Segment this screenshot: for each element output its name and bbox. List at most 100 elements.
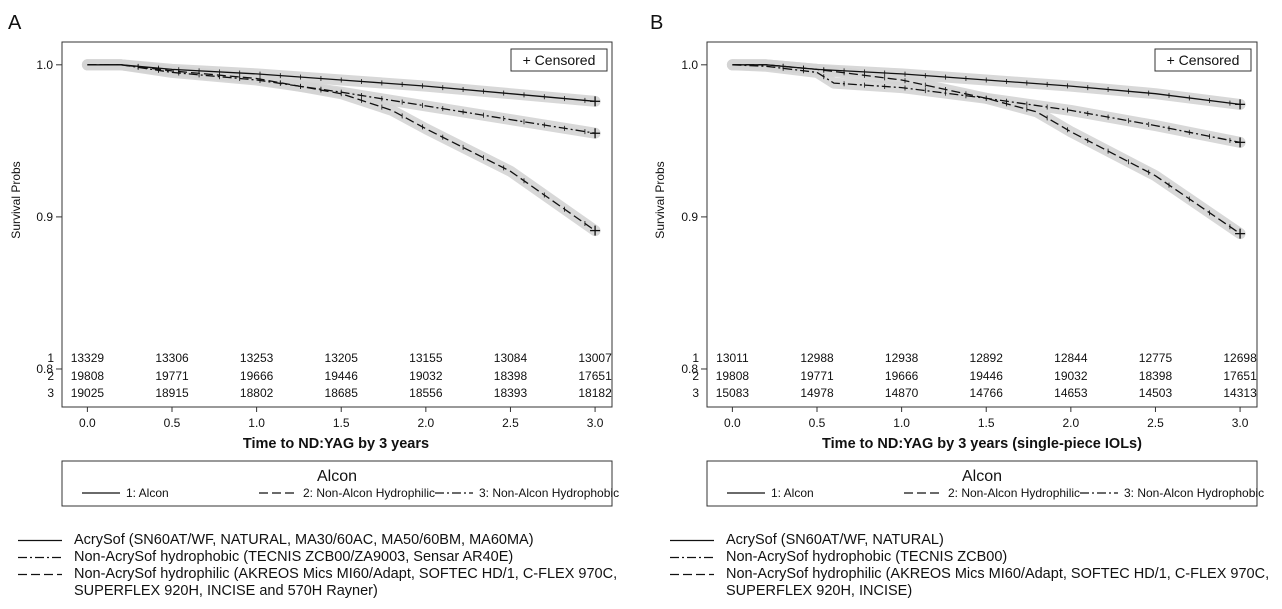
- risk-table-cell: 19032: [1054, 369, 1088, 383]
- legend-item-label: 2: Non-Alcon Hydrophilic: [303, 486, 435, 500]
- risk-table-cell: 13205: [325, 351, 359, 365]
- risk-table-cell: 12892: [970, 351, 1004, 365]
- y-tick-label: 0.9: [36, 210, 53, 224]
- panel-b-legend: Alcon 1: Alcon 2: Non-Alcon Hydrophilic 3:…: [706, 460, 1264, 507]
- panel-b-censored-box: + Censored: [1154, 48, 1252, 72]
- x-tick-label: 0.5: [809, 416, 826, 430]
- risk-table-cell: 12988: [800, 351, 834, 365]
- x-tick-label: 0.5: [164, 416, 181, 430]
- risk-table-cell: 19032: [409, 369, 443, 383]
- x-tick-label: 1.0: [893, 416, 910, 430]
- lens-legend-item: Non-AcrySof hydrophilic (AKREOS Mics MI6…: [670, 566, 1280, 600]
- panel-b-censored-label: + Censored: [1167, 52, 1240, 68]
- y-tick-label: 0.8: [36, 362, 53, 376]
- y-tick-label: 0.8: [681, 362, 698, 376]
- panel-b-legend-items: 1: Alcon 2: Non-Alcon Hydrophilic 3: Non-A…: [727, 486, 1264, 500]
- risk-table-cell: 14503: [1139, 386, 1173, 400]
- risk-table-cell: 19666: [885, 369, 919, 383]
- panel-a-y-axis-label: Survival Probs: [9, 161, 23, 238]
- risk-table-cell: 18393: [494, 386, 528, 400]
- risk-table-cell: 12775: [1139, 351, 1173, 365]
- risk-row-label: 3: [47, 386, 54, 400]
- risk-table-cell: 13011: [716, 351, 749, 365]
- x-tick-label: 1.0: [248, 416, 265, 430]
- lens-legend-text: Non-AcrySof hydrophilic (AKREOS Mics MI6…: [74, 566, 618, 599]
- lens-legend-text: AcrySof (SN60AT/WF, NATURAL): [726, 532, 944, 548]
- lens-legend-text: Non-AcrySof hydrophobic (TECNIS ZCB00/ZA…: [74, 549, 514, 565]
- lens-legend-item: AcrySof (SN60AT/WF, NATURAL): [670, 532, 1280, 549]
- panel-a-censored-box: + Censored: [510, 48, 608, 72]
- legend-item-label: 1: Alcon: [126, 486, 169, 500]
- risk-table-cell: 18802: [240, 386, 274, 400]
- panel-b-legend-title: Alcon: [962, 468, 1002, 485]
- panel-a-plot-frame: [61, 41, 613, 408]
- panel-a-risk-table: 1 13329 13306 13253 13205 13155 13084 13007 2 198…: [47, 351, 612, 400]
- lens-legend-item: AcrySof (SN60AT/WF, NATURAL, MA30/60AC, …: [18, 532, 618, 549]
- panel-b-censor-marks: [782, 63, 1246, 239]
- lens-legend-text: Non-AcrySof hydrophilic (AKREOS Mics MI6…: [726, 566, 1270, 599]
- risk-table-cell: 14313: [1223, 386, 1257, 400]
- x-tick-label: 1.5: [978, 416, 995, 430]
- risk-row-label: 2: [47, 369, 54, 383]
- x-tick-label: 0.0: [724, 416, 741, 430]
- risk-table-cell: 12698: [1223, 351, 1257, 365]
- panel-b: B Survival Probs 0.8 0.9 1.0 0.0 0.5 1.0 1.5 2…: [650, 12, 1264, 507]
- risk-table-cell: 19808: [716, 369, 750, 383]
- panel-b-legend-frame: [706, 460, 1258, 507]
- panel-b-series-lines: [732, 64, 1241, 235]
- risk-table-cell: 12938: [885, 351, 919, 365]
- lens-legend-text: Non-AcrySof hydrophobic (TECNIS ZCB00): [726, 549, 1008, 565]
- x-tick-label: 2.5: [1147, 416, 1164, 430]
- lens-legend-swatch: [670, 549, 714, 566]
- lens-legend-swatch: [670, 532, 714, 549]
- lens-legend-text: AcrySof (SN60AT/WF, NATURAL, MA30/60AC, …: [74, 532, 534, 548]
- risk-table-cell: 19771: [155, 369, 189, 383]
- panel-b-censored-box-frame: [1154, 48, 1252, 72]
- risk-table-cell: 18915: [155, 386, 189, 400]
- lens-legend-swatch: [18, 549, 62, 566]
- panel-a-lens-legend: AcrySof (SN60AT/WF, NATURAL, MA30/60AC, …: [18, 532, 618, 600]
- panel-a-y-ticks: 0.8 0.9 1.0: [36, 58, 62, 376]
- x-tick-label: 0.0: [79, 416, 96, 430]
- panel-b-x-axis-label: Time to ND:YAG by 3 years (single-piece …: [822, 436, 1142, 452]
- risk-table-cell: 18556: [409, 386, 443, 400]
- risk-row-label: 1: [47, 351, 54, 365]
- risk-table-cell: 18685: [325, 386, 359, 400]
- panel-b-x-ticks: 0.0 0.5 1.0 1.5 2.0 2.5 3.0: [724, 407, 1249, 430]
- risk-table-cell: 13084: [494, 351, 528, 365]
- risk-table-cell: 14870: [885, 386, 919, 400]
- x-tick-label: 3.0: [1232, 416, 1249, 430]
- risk-table-cell: 18398: [494, 369, 528, 383]
- series-line-3: [732, 64, 1241, 144]
- panel-a-legend: Alcon 1: Alcon 2: Non-Alcon Hydrophilic 3:…: [61, 460, 619, 507]
- panel-a-ci-bands: [81, 59, 601, 237]
- risk-table-cell: 19808: [71, 369, 105, 383]
- panel-a-label: A: [8, 12, 22, 34]
- y-tick-label: 0.9: [681, 210, 698, 224]
- risk-row-label: 2: [692, 369, 699, 383]
- x-tick-label: 3.0: [587, 416, 604, 430]
- series-line-3: [87, 64, 596, 134]
- risk-table-cell: 13306: [155, 351, 189, 365]
- panel-a-censored-box-frame: [510, 48, 608, 72]
- x-tick-label: 1.5: [333, 416, 350, 430]
- y-tick-label: 1.0: [681, 58, 698, 72]
- legend-item-label: 3: Non-Alcon Hydrophobic: [479, 486, 619, 500]
- panel-b-y-axis-label: Survival Probs: [653, 161, 667, 238]
- panel-b-plot-frame: [706, 41, 1258, 408]
- panel-a-x-ticks: 0.0 0.5 1.0 1.5 2.0 2.5 3.0: [79, 407, 604, 430]
- risk-table-cell: 18182: [578, 386, 612, 400]
- panel-a-censor-marks: [137, 63, 601, 236]
- lens-legend-swatch: [18, 566, 62, 583]
- risk-table-cell: 19025: [71, 386, 105, 400]
- panel-b-label: B: [650, 12, 663, 34]
- x-tick-label: 2.0: [418, 416, 435, 430]
- risk-table-cell: 15083: [716, 386, 750, 400]
- panel-a-x-axis-label: Time to ND:YAG by 3 years: [243, 436, 429, 452]
- risk-table-cell: 19446: [325, 369, 359, 383]
- lens-legend-swatch: [18, 532, 62, 549]
- lens-legend-swatch: [670, 566, 714, 583]
- risk-table-cell: 12844: [1054, 351, 1088, 365]
- panel-b-ci-bands: [726, 59, 1246, 240]
